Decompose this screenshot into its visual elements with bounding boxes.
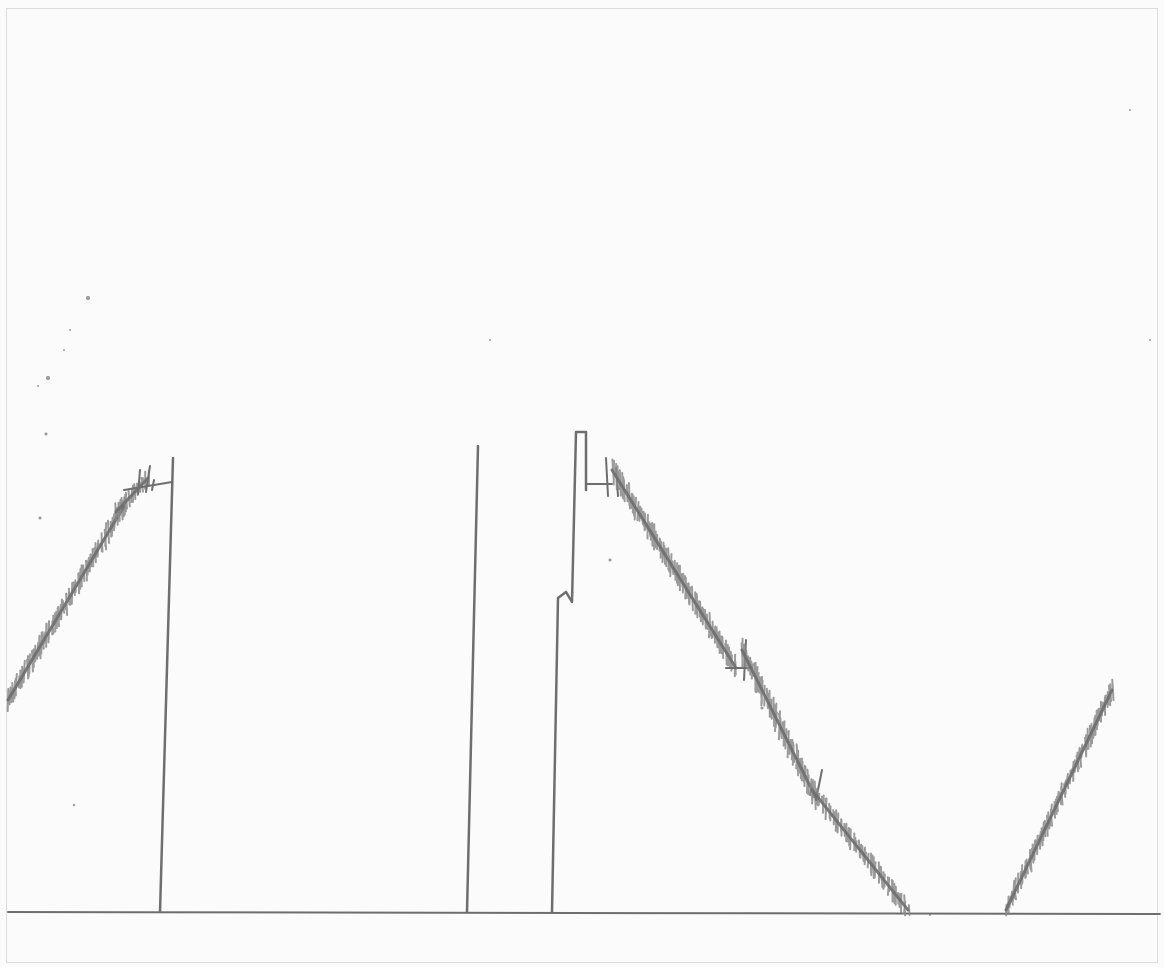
left-plateau-tick bbox=[123, 481, 173, 491]
notched-post bbox=[550, 430, 588, 914]
right-descending-slope-upper-core bbox=[610, 468, 738, 670]
speck bbox=[1149, 339, 1151, 341]
speck bbox=[489, 339, 491, 341]
speck bbox=[46, 376, 50, 380]
speck bbox=[44, 432, 48, 436]
right-descending-slope-lower-core bbox=[810, 788, 910, 912]
vertical-post-2 bbox=[465, 444, 480, 914]
left-plateau-ticks bbox=[137, 465, 155, 495]
left-slope-top-core bbox=[114, 476, 150, 514]
far-right-rising-slope-core bbox=[1004, 688, 1114, 912]
pencil-specks bbox=[37, 109, 1151, 916]
vertical-post-1 bbox=[158, 456, 175, 914]
speck bbox=[38, 516, 42, 520]
speck bbox=[72, 803, 76, 807]
baseline-line bbox=[7, 911, 1161, 915]
speck bbox=[1129, 109, 1131, 111]
speck bbox=[69, 329, 71, 331]
speck bbox=[37, 385, 39, 387]
speck bbox=[608, 558, 612, 562]
right-descending-slope-middle-core bbox=[740, 648, 818, 800]
speck bbox=[63, 349, 65, 351]
speck bbox=[86, 296, 90, 300]
speck bbox=[760, 706, 764, 710]
left-rising-slope-core bbox=[6, 504, 126, 702]
